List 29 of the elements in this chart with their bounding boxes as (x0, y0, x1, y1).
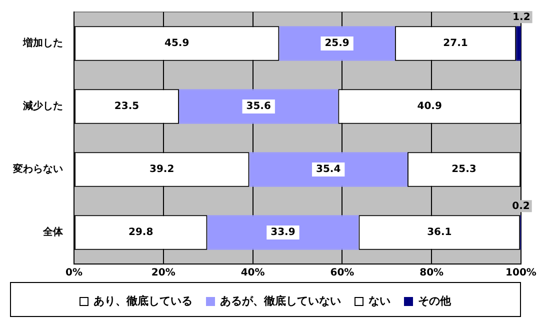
x-tick-label: 0% (66, 268, 82, 279)
x-tick-label: 100% (506, 268, 536, 279)
data-label: 36.1 (427, 227, 452, 238)
y-tick-label: 全体 (42, 226, 64, 238)
legend-label: ない (368, 294, 390, 308)
data-label: 27.1 (443, 38, 468, 50)
x-tick-label: 60% (330, 268, 354, 279)
bar (516, 26, 521, 61)
data-label: 45.9 (164, 38, 190, 50)
y-tick-label: 増加した (22, 37, 63, 50)
data-label: 0.2 (512, 200, 530, 212)
y-tick-label: 変わらない (12, 163, 63, 176)
x-tick-label: 20% (151, 268, 176, 279)
legend-label: その他 (418, 294, 452, 308)
legend-label: あり、徹底している (94, 294, 192, 308)
data-label: 29.8 (128, 227, 154, 238)
data-label: 39.2 (150, 164, 174, 176)
legend-label: あるが、徹底していない (220, 294, 341, 308)
data-label: 25.9 (324, 38, 350, 50)
data-label: 33.9 (270, 227, 296, 238)
y-tick-label: 減少した (22, 100, 63, 112)
x-tick-label: 80% (420, 268, 444, 279)
data-label: 23.5 (114, 101, 140, 112)
data-label: 35.4 (316, 164, 341, 176)
data-label: 25.3 (452, 164, 476, 176)
data-label: 1.2 (512, 12, 530, 23)
data-label: 40.9 (417, 101, 442, 112)
data-label: 35.6 (246, 101, 271, 112)
x-tick-label: 40% (240, 268, 265, 279)
